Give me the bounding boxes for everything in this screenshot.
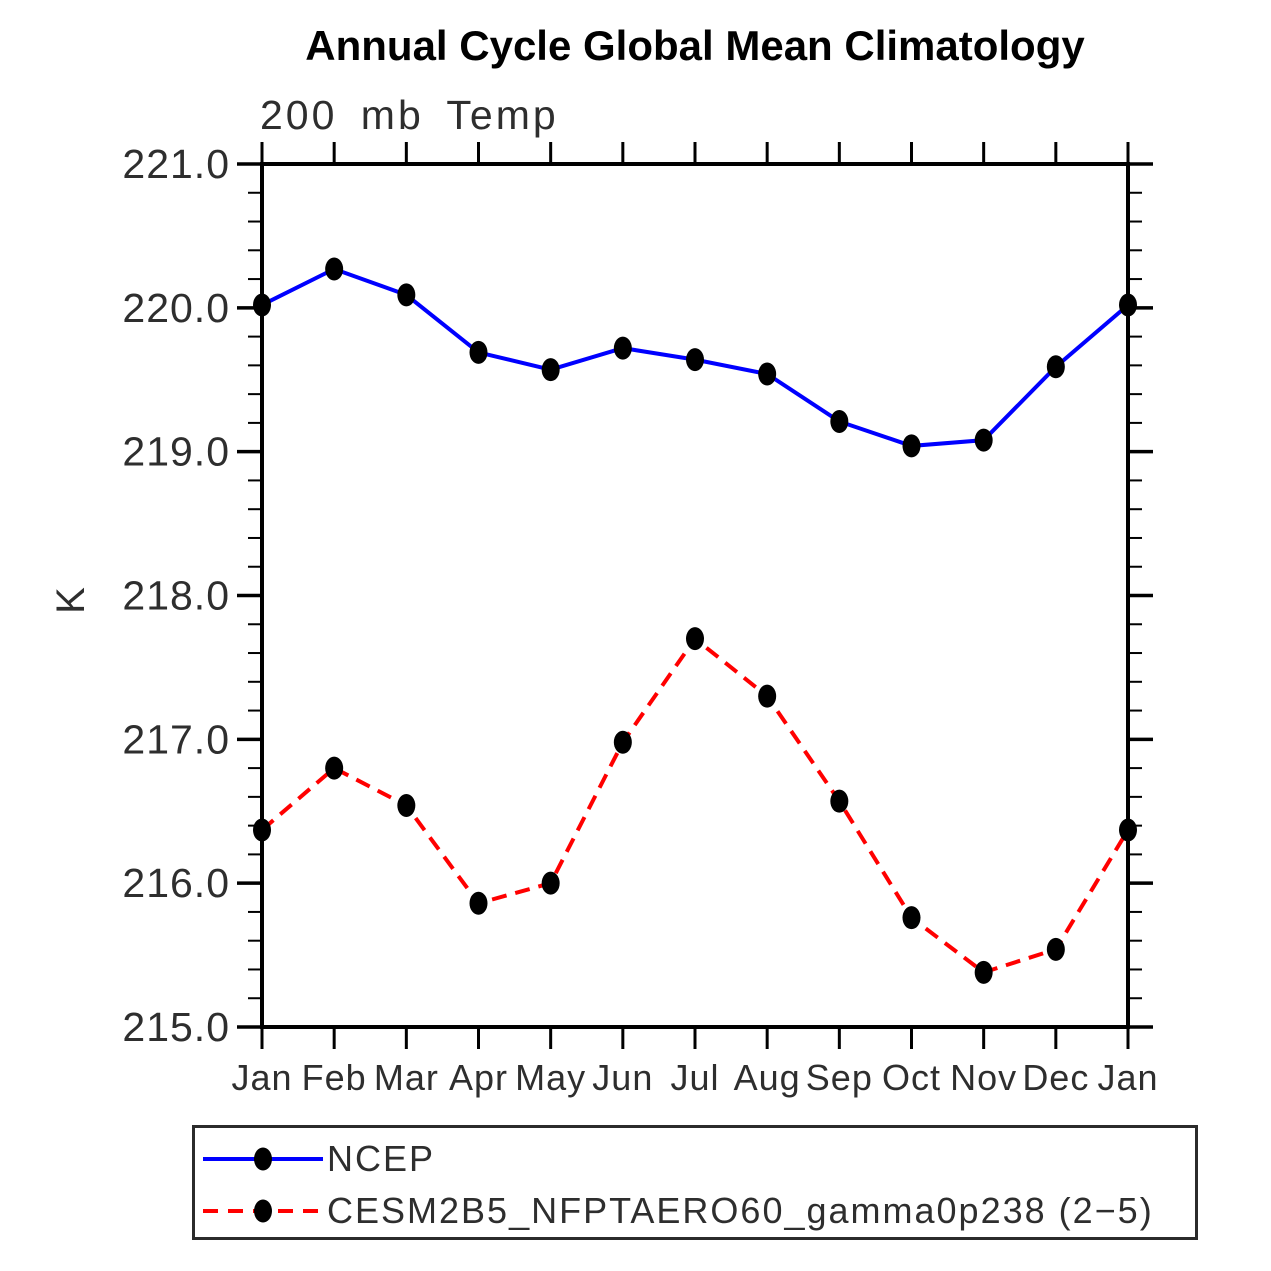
data-point-marker [397, 793, 416, 817]
data-point-marker [397, 283, 416, 307]
chart-title: Annual Cycle Global Mean Climatology [305, 22, 1085, 69]
x-tick-label: Oct [882, 1057, 941, 1098]
legend-label-ncep: NCEP [327, 1138, 436, 1179]
data-point-marker [902, 434, 921, 458]
x-tick-label: Feb [302, 1057, 367, 1098]
x-tick-label: May [515, 1057, 586, 1098]
x-tick-label: Nov [950, 1057, 1017, 1098]
data-point-marker [902, 906, 921, 930]
legend-item-ncep: NCEP [195, 1133, 1195, 1185]
ncep-line-sample [203, 1147, 323, 1171]
legend-label-cesm2b5: CESM2B5_NFPTAERO60_gamma0p238 (2−5) [327, 1190, 1154, 1231]
data-point-marker [325, 257, 344, 281]
y-axis-tick-labels: 215.0 216.0 217.0 218.0 219.0 220.0 221.0 [122, 141, 230, 1050]
legend-marker-icon [254, 1147, 272, 1171]
data-point-marker [1046, 937, 1065, 961]
x-tick-label: Dec [1022, 1057, 1089, 1098]
x-tick-label: Jul [670, 1057, 719, 1098]
x-axis-tick-labels: Jan Feb Mar Apr May Jun Jul Aug Sep Oct Nov Dec Jan [231, 1057, 1158, 1098]
data-point-marker [974, 960, 993, 984]
y-axis-ticks [237, 162, 1153, 1029]
x-tick-label: Aug [734, 1057, 801, 1098]
y-tick-label: 215.0 [122, 1004, 230, 1050]
cesm-line [260, 635, 1130, 975]
y-tick-label: 219.0 [122, 429, 230, 475]
x-tick-label: Jan [231, 1057, 292, 1098]
x-tick-label: Jun [592, 1057, 653, 1098]
data-point-marker [830, 409, 849, 433]
cesm-line-sample [203, 1199, 323, 1223]
legend-box: NCEP CESM2B5_NFPTAERO60_gamma0p238 (2−5) [192, 1125, 1198, 1240]
data-point-marker [1046, 355, 1065, 379]
data-point-marker [830, 789, 849, 813]
plot-frame [260, 162, 1130, 1029]
legend-item-cesm2b5: CESM2B5_NFPTAERO60_gamma0p238 (2−5) [195, 1185, 1195, 1237]
data-point-marker [758, 362, 777, 386]
data-point-marker [613, 730, 632, 754]
data-point-marker [469, 891, 488, 915]
data-point-marker [1119, 293, 1137, 317]
data-point-marker [758, 684, 777, 708]
data-point-marker [541, 358, 560, 382]
data-point-marker [469, 340, 488, 364]
data-point-marker [613, 336, 632, 360]
data-point-marker [974, 428, 993, 452]
y-tick-label: 218.0 [122, 573, 230, 619]
data-point-marker [325, 756, 344, 780]
y-tick-label: 217.0 [122, 716, 230, 762]
x-tick-label: Apr [449, 1057, 508, 1098]
x-tick-label: Sep [806, 1057, 873, 1098]
x-axis-ticks [260, 142, 1130, 1049]
y-tick-label: 220.0 [122, 285, 230, 331]
data-point-marker [686, 348, 704, 372]
y-tick-label: 216.0 [122, 860, 230, 906]
y-tick-label: 221.0 [122, 141, 230, 187]
chart-subtitle: 200 mb Temp [260, 92, 559, 138]
data-point-marker [253, 818, 271, 842]
data-point-marker [686, 627, 704, 651]
data-point-marker [253, 293, 271, 317]
x-tick-label: Jan [1097, 1057, 1158, 1098]
legend-marker-icon [254, 1199, 272, 1223]
data-point-marker [1119, 818, 1137, 842]
x-tick-label: Mar [374, 1057, 439, 1098]
data-point-marker [541, 871, 560, 895]
